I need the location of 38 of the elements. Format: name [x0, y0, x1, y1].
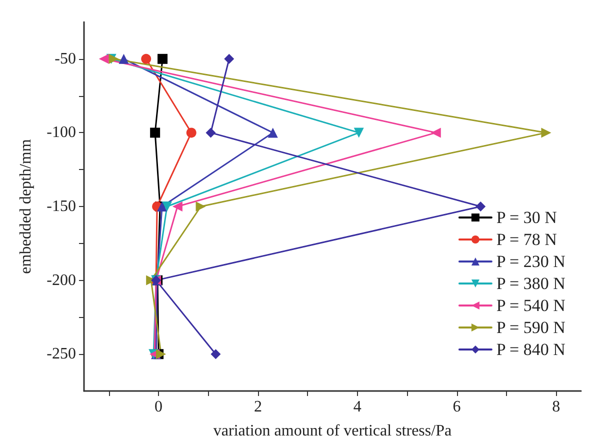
- point: [224, 54, 234, 64]
- y-tick-label: -100: [46, 124, 76, 142]
- legend-label: P = 78 N: [496, 230, 557, 249]
- point: [354, 128, 364, 138]
- point: [476, 202, 486, 212]
- point: [196, 202, 206, 212]
- point: [118, 54, 129, 64]
- point: [186, 128, 196, 138]
- point: [268, 128, 278, 138]
- point: [541, 128, 552, 138]
- x-tick-label: 6: [452, 398, 461, 416]
- y-tick-label: -200: [46, 272, 76, 289]
- y-tick-label: -150: [46, 198, 76, 215]
- x-axis-title: variation amount of vertical stress/Pa: [213, 422, 452, 440]
- point: [158, 54, 168, 64]
- point: [172, 202, 182, 212]
- x-tick-label: 2: [254, 398, 262, 416]
- point: [98, 54, 109, 64]
- point: [162, 202, 172, 212]
- legend-label: P = 840 N: [496, 340, 566, 359]
- point: [206, 128, 216, 138]
- point: [210, 349, 221, 360]
- y-tick-label: -50: [54, 50, 76, 68]
- y-axis-title: embedded depth/mm: [18, 138, 34, 274]
- legend-label: P = 540 N: [496, 296, 566, 315]
- point: [156, 349, 166, 360]
- legend-label: P = 30 N: [496, 208, 557, 227]
- point: [150, 128, 160, 138]
- legend-label: P = 380 N: [496, 274, 566, 293]
- x-tick-label: 0: [154, 398, 163, 416]
- x-tick-label: 4: [353, 398, 362, 416]
- point: [108, 54, 119, 64]
- legend-label: P = 590 N: [496, 318, 566, 337]
- point: [430, 128, 441, 138]
- legend-label: P = 230 N: [496, 252, 566, 271]
- x-tick-label: 8: [552, 398, 560, 416]
- y-tick-label: -250: [46, 346, 76, 363]
- point: [141, 54, 152, 64]
